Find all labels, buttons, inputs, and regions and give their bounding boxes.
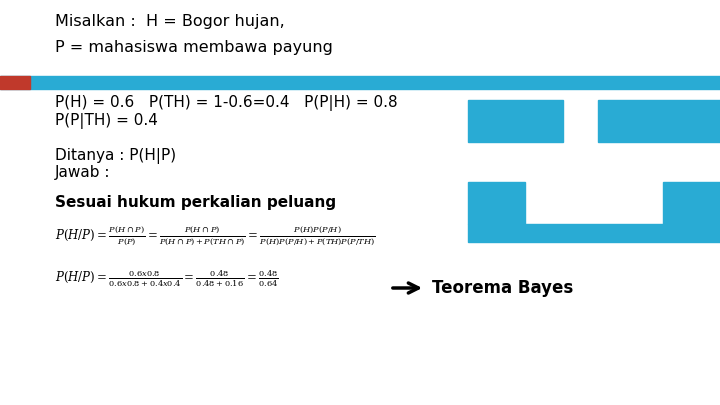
Bar: [0, 76, 720, 89]
Text: $P(H/P)=\frac{P(H\cap P)}{P(P)}=\frac{P(H\cap P)}{P(H\cap P)+P(TH\cap P)}=\frac{: $P(H/P)=\frac{P(H\cap P)}{P(P)}=\frac{P(…: [55, 224, 376, 248]
Text: Sesuai hukum perkalian peluang: Sesuai hukum perkalian peluang: [55, 195, 336, 210]
Bar: [468, 100, 563, 142]
Text: P = mahasiswa membawa payung: P = mahasiswa membawa payung: [55, 40, 333, 55]
Text: P(P|TH) = 0.4: P(P|TH) = 0.4: [55, 113, 158, 129]
Bar: [663, 182, 720, 224]
Text: Jawab :: Jawab :: [55, 165, 110, 180]
Text: Ditanya : P(H|P): Ditanya : P(H|P): [55, 148, 176, 164]
Text: Misalkan :  H = Bogor hujan,: Misalkan : H = Bogor hujan,: [55, 14, 284, 29]
Bar: [0, 76, 30, 89]
Text: $P(H/P)=\frac{0.6x0.8}{0.6x0.8+0.4x0.4}=\frac{0.48}{0.48+0.16}=\frac{0.48}{0.64}: $P(H/P)=\frac{0.6x0.8}{0.6x0.8+0.4x0.4}=…: [55, 267, 279, 289]
Bar: [598, 100, 720, 142]
Text: P(H) = 0.6   P(TH) = 1-0.6=0.4   P(P|H) = 0.8: P(H) = 0.6 P(TH) = 1-0.6=0.4 P(P|H) = 0.…: [55, 95, 397, 111]
Text: Teorema Bayes: Teorema Bayes: [432, 279, 573, 297]
Bar: [468, 224, 720, 242]
Bar: [468, 182, 525, 224]
